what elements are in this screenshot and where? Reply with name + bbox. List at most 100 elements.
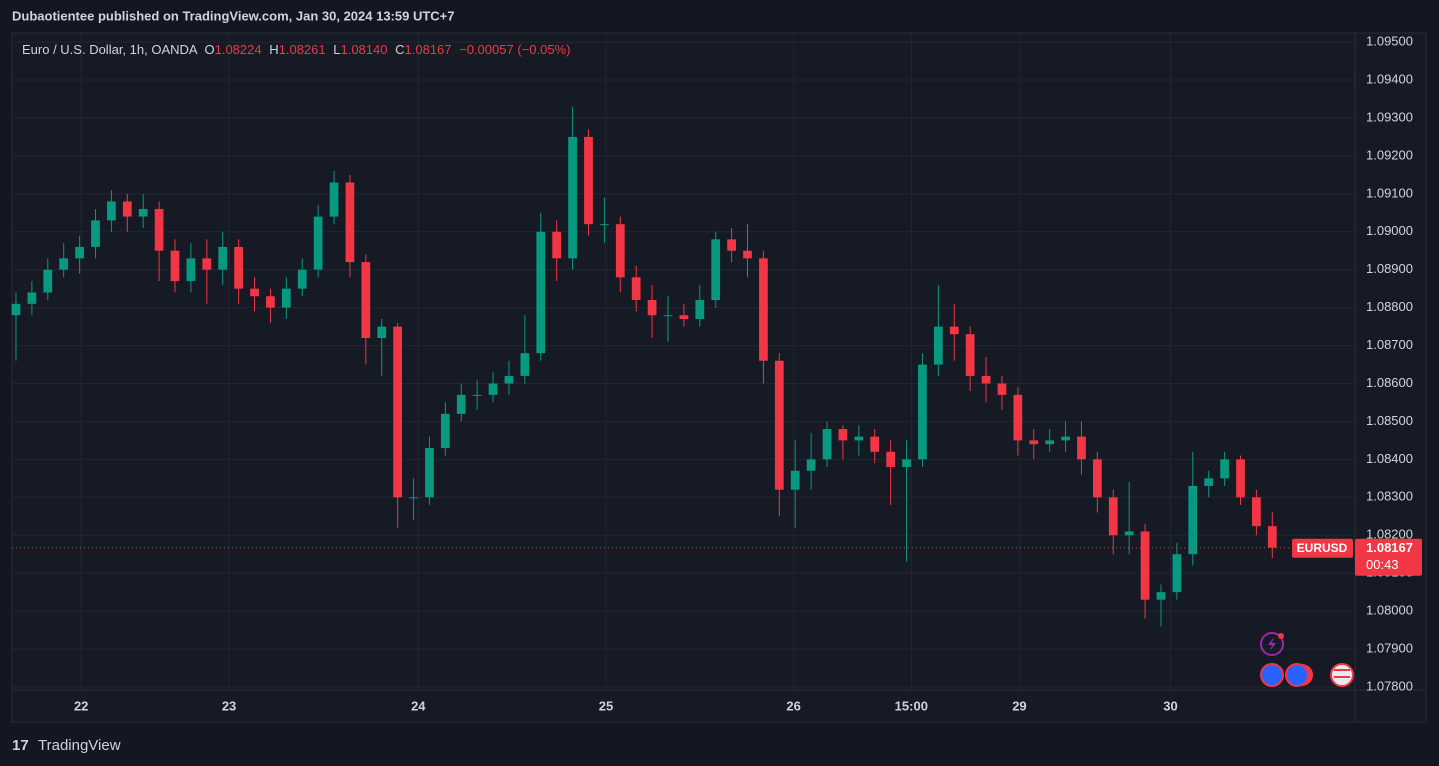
candle-body — [854, 436, 864, 441]
candle-body — [361, 262, 371, 338]
candle-body — [1092, 459, 1102, 498]
candle-body — [981, 375, 991, 384]
y-tick-label: 1.09500 — [1366, 34, 1413, 49]
candle-body — [520, 353, 530, 376]
y-tick-label: 1.09000 — [1366, 223, 1413, 238]
legend: Euro / U.S. Dollar, 1h, OANDA O1.08224 H… — [22, 42, 570, 57]
candle-body — [711, 239, 721, 301]
candle-body — [1077, 436, 1086, 460]
symbol-tag-text: EURUSD — [1297, 541, 1348, 555]
candle-body — [536, 231, 546, 354]
eu-event[interactable] — [1285, 663, 1309, 687]
x-tick-label: 22 — [74, 698, 88, 713]
candle-body — [933, 326, 943, 365]
candle-body — [918, 364, 927, 460]
candle-body — [425, 447, 434, 498]
candle-body — [886, 451, 896, 467]
candle-body — [615, 224, 625, 278]
h-value: 1.08261 — [279, 42, 326, 57]
candle-body — [1156, 592, 1166, 600]
candle-body — [1236, 459, 1245, 498]
candle-body — [838, 429, 848, 441]
candle-body — [1140, 531, 1150, 600]
y-tick-label: 1.08200 — [1366, 527, 1413, 542]
candle-body — [663, 315, 673, 317]
c-label: C — [395, 42, 404, 57]
candle-body — [218, 246, 228, 270]
candle-body — [870, 436, 880, 452]
candle-body — [186, 258, 196, 282]
candle-body — [1252, 497, 1261, 527]
candle-body — [902, 459, 911, 467]
candle-body — [329, 182, 339, 217]
candle-body — [679, 315, 689, 320]
candle-body — [1045, 440, 1055, 445]
candle-body — [11, 303, 21, 316]
candle-body — [695, 300, 705, 320]
grid: 1.09500 1.09400 1.09300 1.09200 1.09100 1.090… — [12, 33, 1413, 713]
y-tick-label: 1.09300 — [1366, 109, 1413, 124]
price-tag-text: 1.08167 — [1366, 540, 1413, 555]
candle-body — [281, 288, 291, 308]
candle-body — [822, 429, 832, 460]
c-value: 1.08167 — [405, 42, 452, 57]
h-label: H — [269, 42, 278, 57]
y-tick-label: 1.08700 — [1366, 337, 1413, 352]
us-event[interactable] — [1330, 663, 1354, 687]
candle-body — [790, 470, 800, 490]
price-overlay: EURUSD 1.08167 00:43 — [12, 538, 1422, 576]
candle-body — [456, 394, 466, 414]
candle-body — [1013, 394, 1023, 441]
us-stripe — [1334, 676, 1350, 678]
candle-body — [202, 258, 212, 270]
x-tick-label: 15:00 — [895, 698, 928, 713]
symbol-tag — [1292, 538, 1353, 558]
x-tick-label: 30 — [1163, 698, 1177, 713]
candle-body — [949, 326, 959, 335]
candle-body — [568, 136, 577, 259]
x-tick-label: 29 — [1012, 698, 1026, 713]
symbol: Euro / U.S. Dollar, 1h, OANDA — [22, 42, 198, 57]
candle-body — [774, 360, 784, 490]
y-tick-label: 1.07800 — [1366, 678, 1413, 693]
x-tick-label: 24 — [411, 698, 426, 713]
y-tick-label: 1.08800 — [1366, 299, 1413, 314]
eu-event[interactable] — [1260, 663, 1284, 687]
candle-body — [91, 220, 100, 247]
y-tick-label: 1.07900 — [1366, 640, 1413, 655]
chart-panel — [11, 32, 1427, 723]
candle-body — [1124, 531, 1134, 536]
candle-body — [43, 269, 53, 293]
x-tick-label: 26 — [786, 698, 800, 713]
alert-icon[interactable] — [1260, 632, 1284, 656]
candle-body — [647, 300, 657, 316]
candle-body — [1172, 554, 1182, 593]
candle-body — [107, 201, 116, 221]
candle-body — [759, 258, 768, 361]
candle-body — [75, 246, 84, 259]
publish-info: Dubaotientee published on TradingView.co… — [12, 8, 455, 23]
candle-body — [1220, 459, 1229, 479]
candle-body — [234, 246, 243, 289]
tv-logo-mark: 17 — [12, 737, 29, 754]
candle-body — [1029, 440, 1039, 445]
candle-body — [138, 209, 148, 217]
candle-body — [440, 413, 450, 448]
candle-body — [488, 383, 498, 395]
us-stripe — [1334, 669, 1350, 671]
alert-dot — [1278, 633, 1284, 639]
candle-body — [997, 383, 1007, 395]
l-value: 1.08140 — [340, 42, 387, 57]
candle-body — [297, 269, 307, 289]
y-tick-label: 1.08900 — [1366, 261, 1413, 276]
candle-body — [552, 231, 562, 259]
candle-body — [1204, 478, 1214, 486]
o-value: 1.08224 — [215, 42, 262, 57]
candle-body — [1188, 485, 1198, 555]
y-tick-label: 1.09100 — [1366, 185, 1413, 200]
candle-body — [266, 296, 275, 308]
candle-body — [313, 216, 323, 270]
candle-body — [250, 288, 259, 297]
candle-body — [504, 375, 514, 384]
